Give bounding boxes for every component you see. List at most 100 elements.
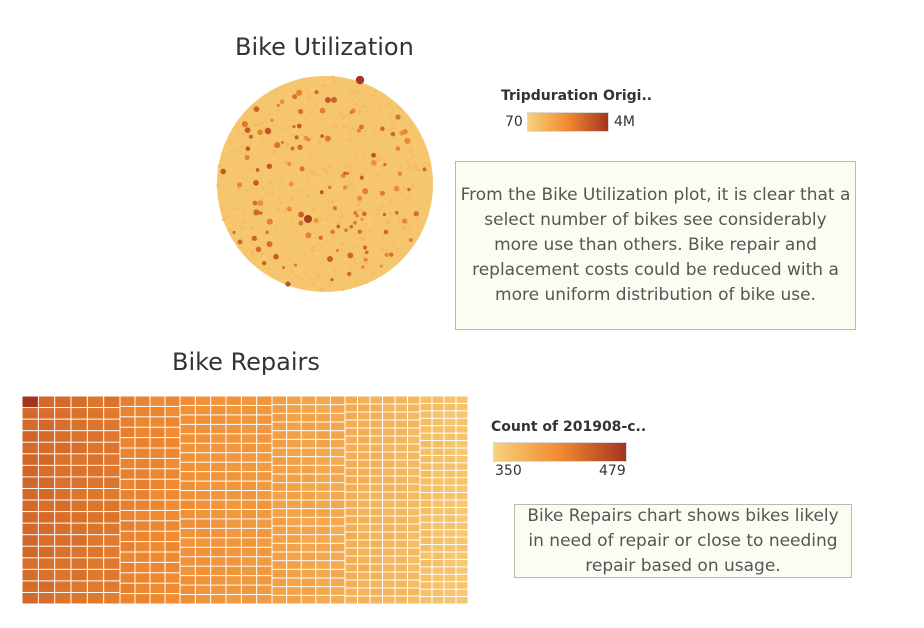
- bubble: [273, 186, 277, 190]
- treemap-cell: [444, 463, 456, 470]
- bubble: [379, 183, 382, 186]
- bubble: [303, 145, 306, 148]
- bubble: [336, 137, 340, 141]
- treemap-cell: [358, 548, 370, 556]
- treemap-cell: [87, 523, 104, 535]
- treemap-cell: [358, 452, 370, 460]
- bubble: [339, 231, 343, 236]
- treemap-cell: [345, 396, 357, 404]
- bubble: [373, 175, 377, 179]
- bubble: [271, 235, 276, 240]
- bubble: [248, 168, 253, 173]
- bubble: [253, 106, 260, 112]
- bubble: [355, 276, 359, 279]
- treemap-cell: [38, 523, 55, 535]
- bubble: [355, 75, 365, 85]
- treemap-cell: [301, 517, 316, 526]
- treemap-cell: [301, 552, 316, 561]
- treemap-cell: [330, 543, 345, 552]
- treemap-cell: [456, 470, 468, 478]
- treemap-cell: [257, 566, 272, 576]
- treemap-cell: [38, 500, 55, 512]
- treemap-cell: [358, 484, 370, 492]
- treemap-cell: [195, 481, 211, 491]
- treemap-cell: [420, 545, 432, 552]
- bubble: [411, 155, 415, 159]
- bubble: [257, 129, 263, 136]
- treemap-cell: [301, 396, 316, 405]
- bubble: [345, 261, 349, 265]
- treemap-cell: [444, 418, 456, 426]
- bubble: [393, 255, 396, 258]
- treemap-cell: [195, 415, 211, 424]
- treemap-cell: [370, 500, 382, 508]
- bubble: [352, 127, 356, 131]
- treemap-cell: [287, 422, 301, 431]
- bubble: [327, 185, 332, 190]
- treemap-cell: [408, 556, 420, 564]
- bubble: [395, 114, 401, 120]
- bubble: [382, 108, 385, 111]
- treemap-cell: [316, 561, 330, 569]
- treemap-cell: [330, 578, 345, 587]
- treemap-cell: [301, 578, 316, 587]
- bubble: [314, 278, 318, 281]
- bubble: [341, 88, 347, 94]
- treemap-cell: [135, 417, 150, 427]
- treemap-cell: [383, 476, 395, 484]
- bubble: [230, 210, 233, 213]
- treemap-cell: [226, 528, 241, 538]
- bubble: [305, 197, 310, 202]
- treemap-cell: [383, 412, 395, 420]
- bubble: [344, 228, 348, 232]
- bubble: [262, 254, 267, 260]
- bubble: [380, 215, 383, 218]
- bubble: [269, 95, 273, 99]
- treemap-cell: [395, 452, 407, 460]
- bubble: [359, 187, 362, 190]
- bubble: [266, 143, 270, 147]
- treemap-cell: [420, 559, 432, 567]
- bubble: [377, 216, 380, 219]
- treemap-cell: [432, 500, 444, 507]
- treemap-cell: [408, 412, 420, 420]
- treemap-cell: [408, 500, 420, 508]
- treemap-cell: [272, 500, 287, 509]
- treemap-cell: [345, 548, 357, 556]
- bubble: [287, 275, 290, 278]
- bubble: [390, 219, 393, 222]
- bubble: [249, 202, 253, 206]
- treemap-cell: [420, 470, 432, 478]
- bubble: [282, 241, 285, 244]
- treemap-cell: [395, 532, 407, 540]
- bubble: [319, 210, 322, 213]
- treemap-cell: [226, 576, 241, 585]
- treemap-cell: [211, 396, 226, 405]
- treemap-cell: [287, 578, 301, 587]
- bubble: [285, 186, 289, 190]
- treemap-cell: [55, 408, 71, 419]
- bubble: [311, 117, 314, 121]
- treemap-cell: [272, 465, 287, 474]
- treemap-cell: [257, 462, 272, 472]
- bubble: [289, 196, 294, 201]
- treemap-cell: [444, 559, 456, 567]
- treemap-cell: [55, 558, 71, 569]
- treemap-cell: [22, 512, 38, 523]
- bubble: [301, 234, 304, 237]
- treemap-cell: [330, 474, 345, 483]
- bubble: [223, 189, 226, 192]
- bubble: [265, 230, 269, 235]
- treemap-cell: [383, 420, 395, 428]
- treemap-cell: [301, 535, 316, 543]
- bubble: [380, 270, 383, 274]
- treemap-cell: [408, 540, 420, 548]
- treemap-cell: [180, 453, 195, 462]
- bubble: [366, 167, 369, 171]
- treemap-cell: [195, 453, 211, 462]
- treemap-cell: [420, 500, 432, 507]
- bubble: [322, 266, 325, 268]
- treemap-cell: [287, 587, 301, 595]
- treemap-cell: [395, 396, 407, 404]
- treemap-cell: [135, 448, 150, 458]
